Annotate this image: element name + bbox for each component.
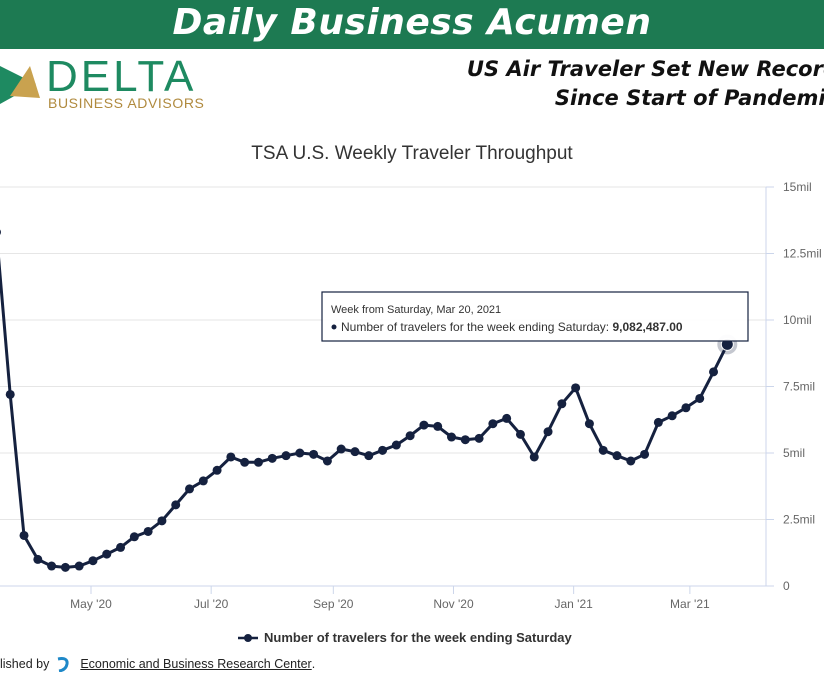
data-point [33,554,43,564]
footer-prefix: lished by [0,657,50,671]
data-point [460,435,470,445]
data-point [0,229,1,235]
data-point [143,526,153,536]
data-point [88,556,98,566]
data-point [253,457,263,467]
data-point [557,399,567,409]
tooltip-box [321,291,749,342]
data-point [74,561,84,571]
data-point [529,452,539,462]
x-tick-label: Sep '20 [313,597,354,611]
x-tick-label: Nov '20 [433,597,474,611]
y-tick-label: 0 [783,579,790,593]
legend-label: Number of travelers for the week ending … [264,630,572,645]
data-point [267,453,277,463]
x-tick-label: Jul '20 [194,597,229,611]
data-point [447,432,457,442]
y-tick-label: 15mil [783,180,812,194]
y-tick-label: 12.5mil [783,247,822,261]
data-point [240,457,250,467]
legend[interactable]: Number of travelers for the week ending … [238,630,572,645]
data-point [19,530,29,540]
data-point [391,440,401,450]
y-tick-label: 7.5mil [783,380,815,394]
chart-title: TSA U.S. Weekly Traveler Throughput [251,143,573,164]
y-axis: 0 2.5mil 5mil 7.5mil 10mil 12.5mil 15mil [765,180,822,593]
x-axis: May '20 Jul '20 Sep '20 Nov '20 Jan '21 Mar '… [70,586,710,611]
data-point [695,393,705,403]
data-point [198,476,208,486]
data-point [419,420,429,430]
data-point [60,562,70,572]
data-point [667,411,677,421]
data-point [364,451,374,461]
y-tick-label: 10mil [783,313,812,327]
data-point [350,447,360,457]
headline-line-1: US Air Traveler Set New Record [466,57,824,81]
data-point [640,449,650,459]
data-point [543,427,553,437]
data-point [571,383,581,393]
data-point [157,516,167,526]
ebrc-logo-icon [58,657,69,672]
x-tick-label: Jan '21 [554,597,593,611]
x-tick-label: Mar '21 [670,597,710,611]
data-point [405,431,415,441]
tooltip-label: Number of travelers for the week ending … [341,320,683,334]
data-point [116,542,126,552]
data-point [295,448,305,458]
data-point [5,389,15,399]
logo-name: DELTA [46,52,197,101]
data-point [226,452,236,462]
tooltip-header: Week from Saturday, Mar 20, 2021 [331,304,501,316]
footer-suffix: . [311,657,316,671]
tooltip-bullet-icon [331,324,337,330]
line-chart: 0 2.5mil 5mil 7.5mil 10mil 12.5mil 15mil May '… [0,180,822,611]
legend-swatch-icon [238,633,258,642]
footer-link[interactable]: Economic and Business Research Center [80,657,312,671]
data-point [653,417,663,427]
data-point [488,419,498,429]
y-tick-label: 5mil [783,446,805,460]
headline: US Air Traveler Set New Record Since Sta… [467,55,824,113]
data-point [336,444,346,454]
data-point [612,451,622,461]
data-point [185,484,194,494]
delta-logo-icon [0,66,40,104]
data-point [515,429,525,439]
data-point [322,456,332,466]
data-point [626,456,636,466]
x-tick-label: May '20 [70,597,112,611]
series-group [0,229,738,572]
data-point [129,532,139,542]
banner: Daily Business Acumen [0,0,824,52]
data-point [171,500,181,510]
data-point [47,561,57,571]
footer: lished by Economic and Business Research… [0,656,315,672]
banner-title: Daily Business Acumen [172,2,652,43]
data-point [102,549,112,559]
data-point [598,445,608,455]
tooltip: Week from Saturday, Mar 20, 2021 Number o… [321,291,749,342]
data-point [309,449,319,459]
data-point [474,433,484,443]
logo-subtitle: BUSINESS ADVISORS [48,95,205,111]
data-point [281,451,291,461]
data-point [433,421,443,431]
data-point [502,413,512,423]
data-point [212,465,222,475]
data-point [709,367,719,377]
headline-line-2: Since Start of Pandemic [554,86,824,110]
data-point [681,403,691,413]
data-point [378,445,388,455]
series-line [0,256,729,569]
tooltip-value: 9,082,487.00 [612,320,682,334]
data-point [584,419,594,429]
gridlines [0,186,766,587]
y-tick-label: 2.5mil [783,513,815,527]
